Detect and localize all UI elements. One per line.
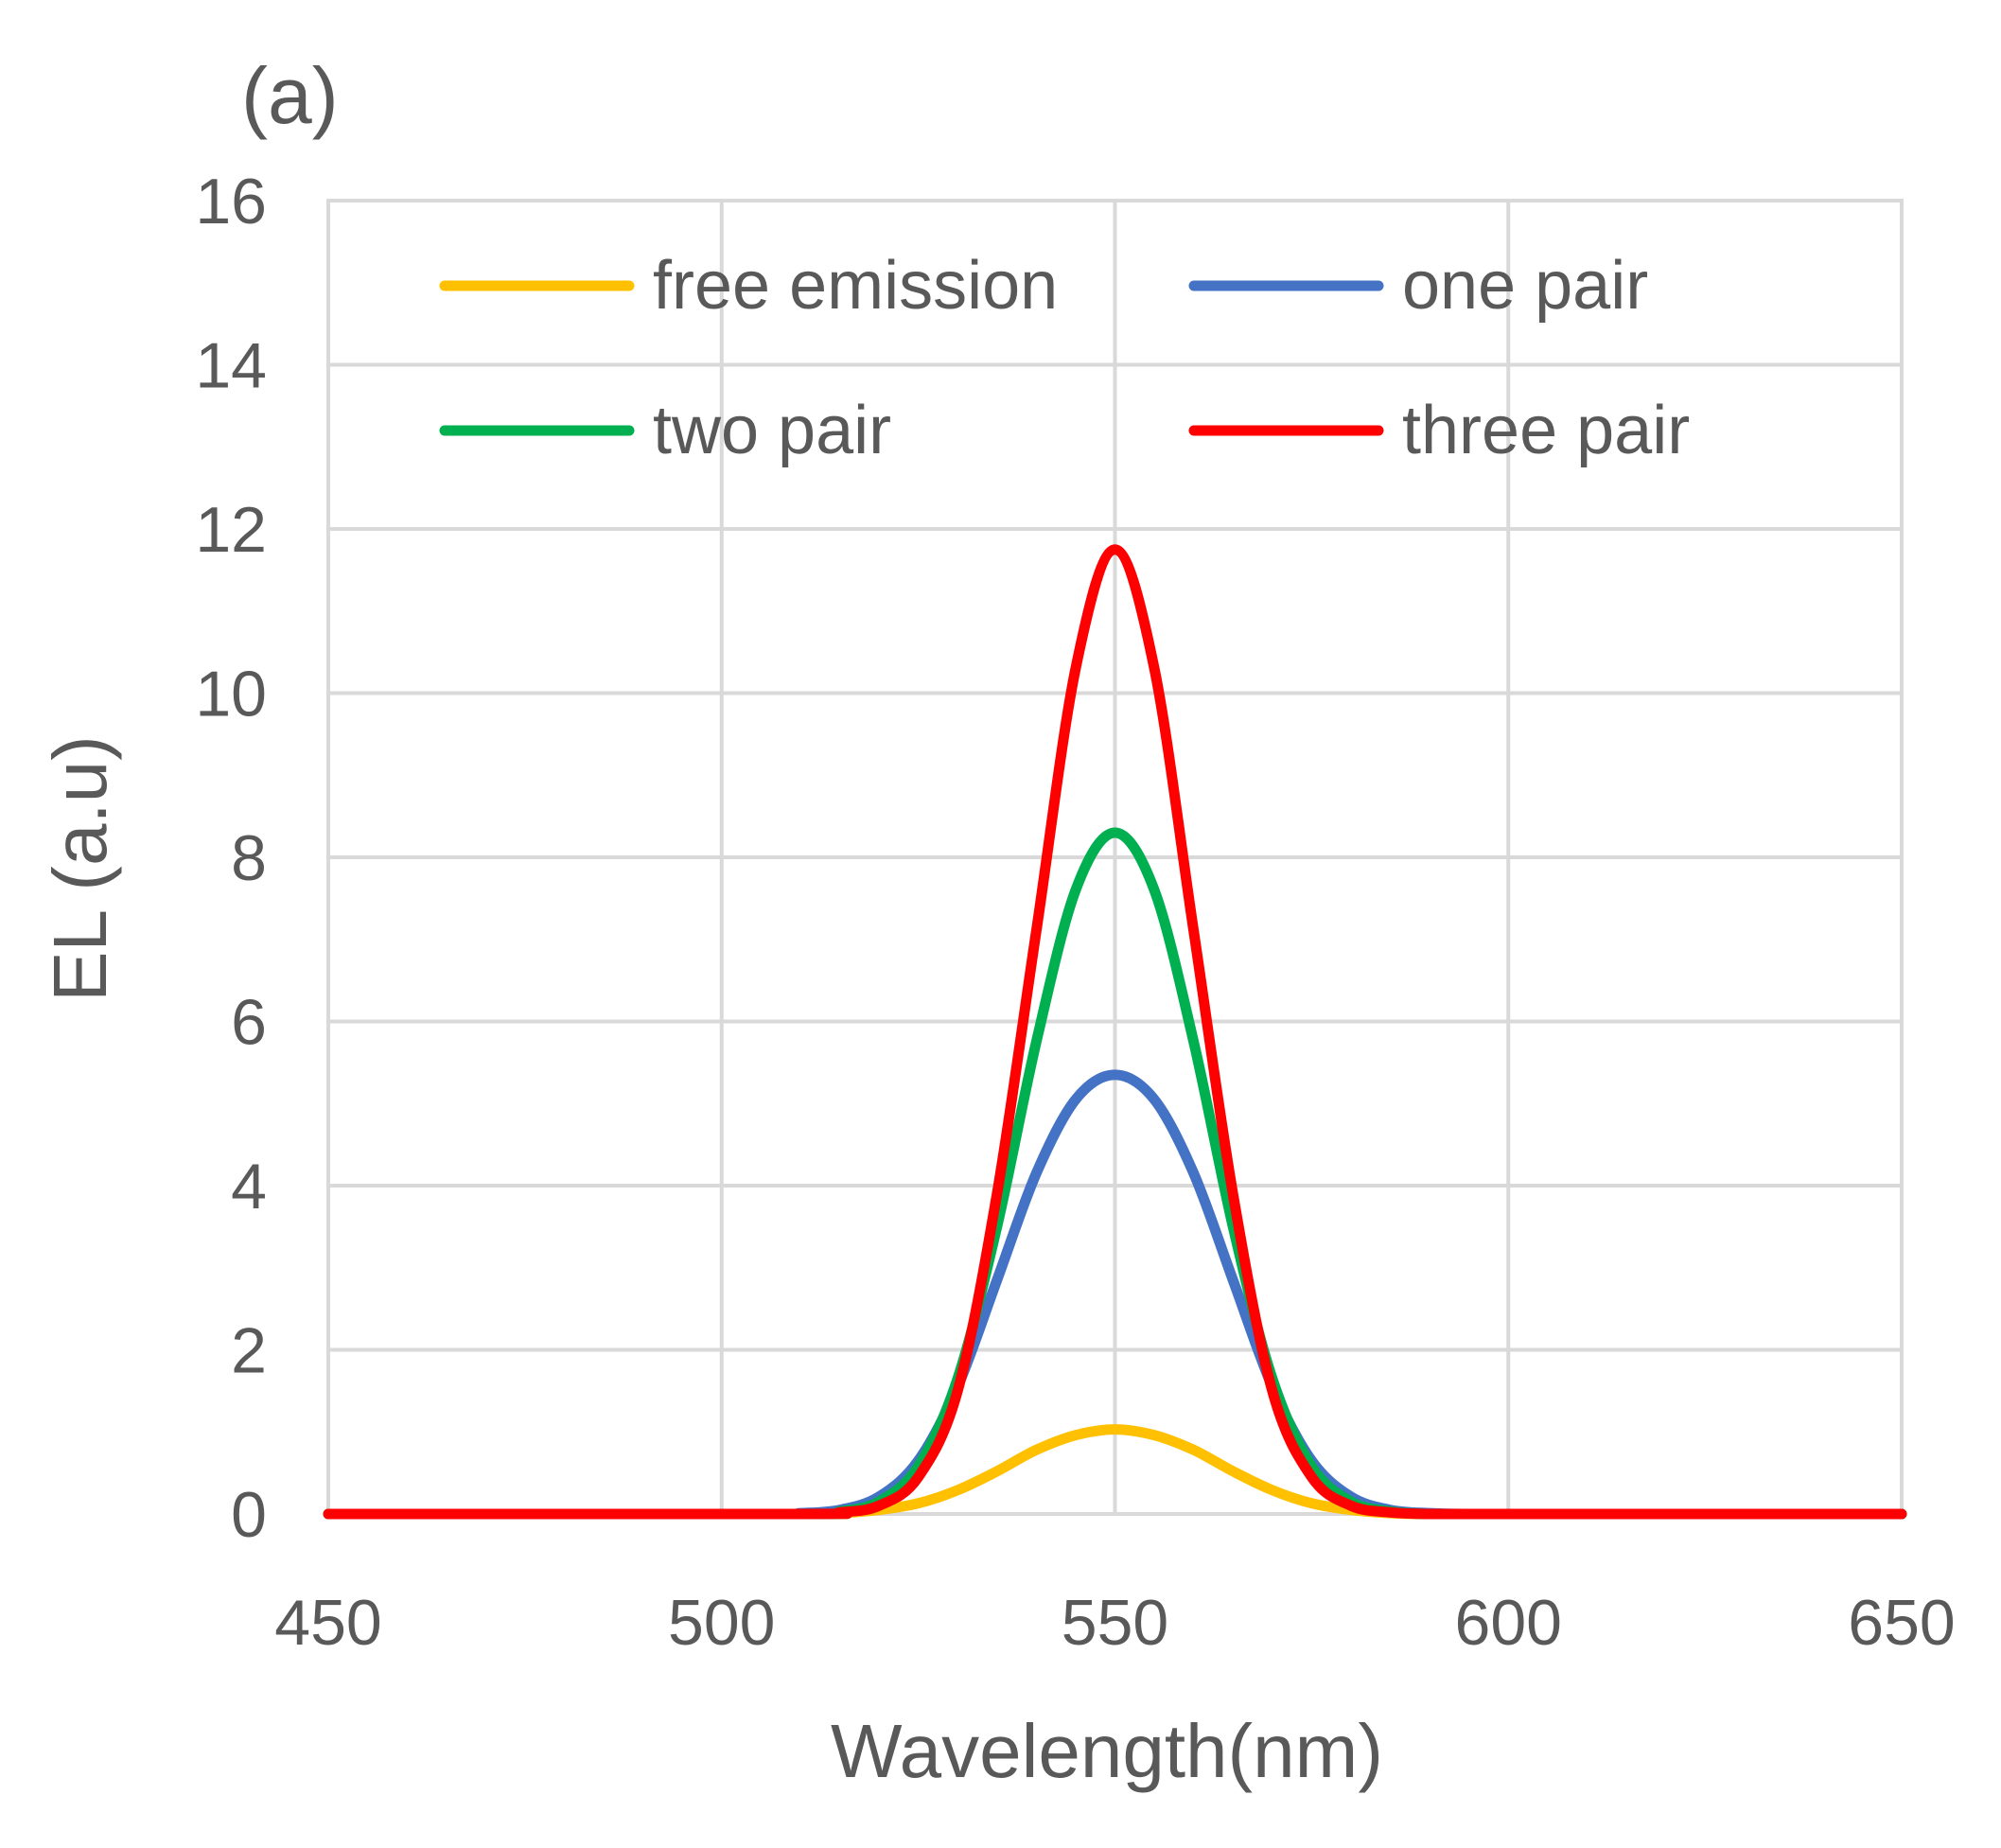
x-tick-label: 600 — [1455, 1587, 1562, 1659]
series-lines — [323, 544, 1907, 1520]
y-tick-label: 6 — [231, 987, 267, 1059]
x-tick-label: 500 — [668, 1587, 775, 1659]
x-tick-label: 550 — [1062, 1587, 1168, 1659]
series-line-three-pair — [323, 544, 1907, 1520]
legend-label-one-pair: one pair — [1402, 248, 1648, 324]
y-tick-label: 0 — [231, 1479, 267, 1551]
legend: free emission one pair two pair three pair — [439, 248, 1690, 468]
y-tick-label: 10 — [195, 659, 267, 730]
panel-label: (a) — [241, 51, 339, 140]
y-tick-label: 8 — [231, 822, 267, 894]
y-tick-label: 16 — [195, 166, 267, 238]
y-tick-label: 4 — [231, 1151, 267, 1223]
y-tick-labels: 0 2 4 6 8 10 12 14 16 — [195, 166, 267, 1551]
legend-label-two-pair: two pair — [653, 393, 891, 468]
y-axis-title: EL (a.u) — [38, 735, 122, 1002]
legend-label-three-pair: three pair — [1402, 393, 1690, 468]
x-tick-labels: 450 500 550 600 650 — [274, 1587, 1955, 1659]
grid — [326, 199, 1904, 1516]
legend-label-free-emission: free emission — [653, 248, 1058, 324]
y-tick-label: 14 — [195, 330, 267, 402]
y-tick-label: 2 — [231, 1315, 267, 1387]
x-tick-label: 450 — [274, 1587, 381, 1659]
y-tick-label: 12 — [195, 494, 267, 566]
x-tick-label: 650 — [1848, 1587, 1955, 1659]
x-axis-title: Wavelength(nm) — [831, 1709, 1383, 1793]
